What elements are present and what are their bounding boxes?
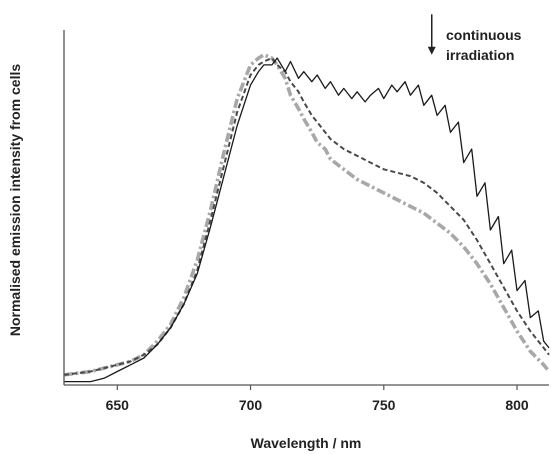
- x-tick-label-650: 650: [106, 397, 130, 413]
- x-axis-title: Wavelength / nm: [251, 435, 362, 451]
- irradiation-annotation: continuous irradiation: [427, 14, 522, 63]
- x-tick-label-700: 700: [239, 397, 263, 413]
- x-tick-layer: 650 700 750 800: [106, 385, 529, 413]
- annotation-arrow-head: [427, 46, 436, 55]
- series-line-2-dash: [63, 57, 550, 376]
- series-line-1-solid: [64, 57, 550, 383]
- x-tick-label-800: 800: [505, 397, 529, 413]
- series-line-3-dashdot: [63, 52, 551, 377]
- annotation-text-line-2: irradiation: [446, 47, 514, 63]
- y-axis-title: Normalised emission intensity from cells: [7, 64, 23, 337]
- annotation-text-line-1: continuous: [446, 27, 522, 43]
- series-layer: [63, 52, 551, 383]
- x-tick-label-750: 750: [372, 397, 396, 413]
